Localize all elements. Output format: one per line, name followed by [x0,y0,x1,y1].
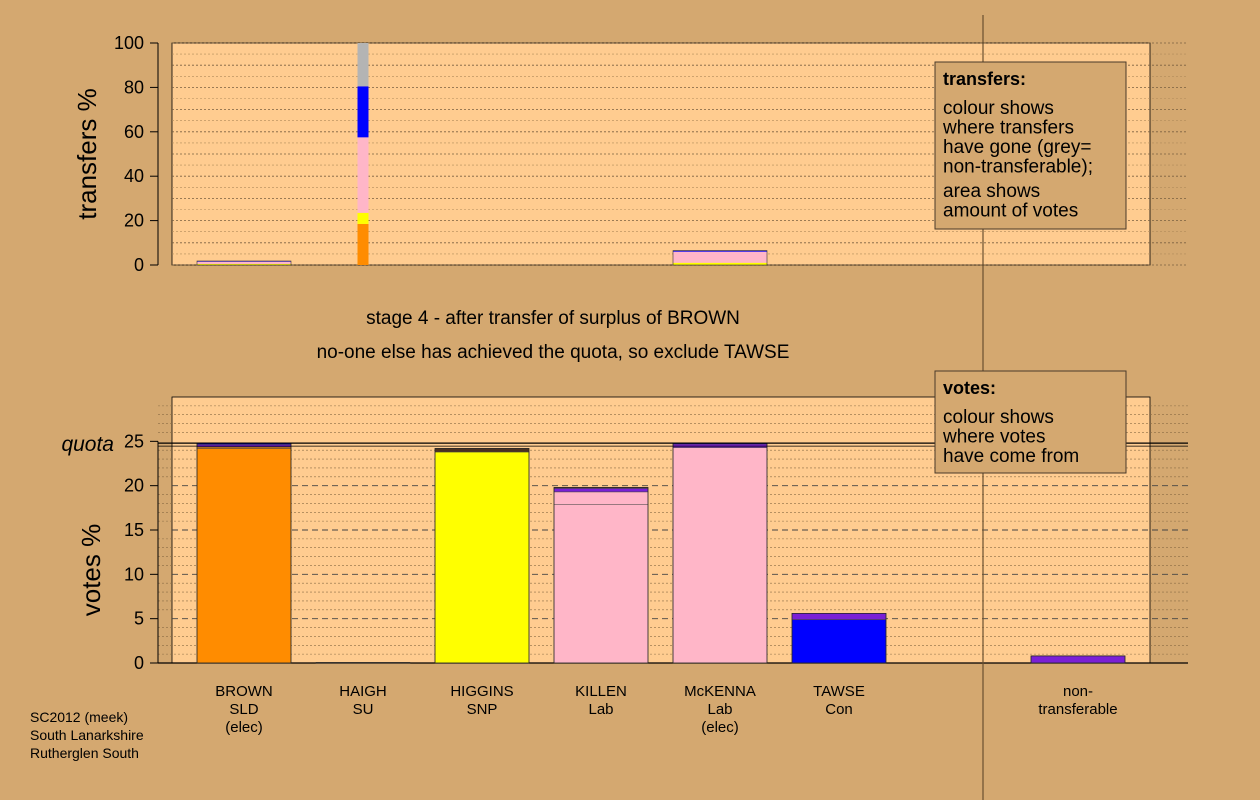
stage-line-1: stage 4 - after transfer of surplus of B… [366,308,740,329]
votes-bar-outline [791,612,887,664]
transfers-tick-label: 0 [134,255,144,275]
footer-line-2: South Lanarkshire [30,727,144,743]
votes-bar-segment [791,619,887,664]
votes-bar-segment [672,447,768,664]
votes-bar-segment [434,448,530,453]
candidate-label: BROWN [215,683,273,700]
legend-box [934,61,1127,230]
votes-bar-outline [553,487,649,664]
legend-line: area shows [943,181,1040,202]
votes-bar-outline [1030,655,1126,664]
quota-label: quota [61,433,114,456]
transfers-bar-outline [196,260,292,266]
legend-line: where votes [942,427,1045,448]
candidate-label: transferable [1038,701,1117,718]
transfers-bar-outline [672,250,768,266]
legend-title: transfers: [943,69,1026,89]
legend-line: colour shows [943,407,1054,428]
transfers-tick-label: 20 [124,211,144,231]
votes-tick-label: 5 [134,609,144,629]
candidate-label: (elec) [701,719,739,736]
transfers-bar-segment [357,43,369,87]
candidate-label: HAIGH [339,683,387,700]
transfers-bar-segment [197,263,291,265]
transfers-tick-label: 40 [124,166,144,186]
legend-line: amount of votes [943,201,1078,222]
legend-box [934,370,1127,474]
candidate-label: (elec) [225,719,263,736]
votes-bar-segment [553,488,649,493]
footer-line-1: SC2012 (meek) [30,709,128,725]
transfers-tick-label: 100 [114,33,144,53]
candidate-label: non- [1063,683,1093,700]
candidate-label: Lab [707,701,732,718]
votes-tick-label: 15 [124,520,144,540]
votes-tick-label: 20 [124,476,144,496]
candidate-label: SNP [467,701,498,718]
votes-y-axis-label: votes % [76,524,106,617]
transfers-bar-segment [357,223,369,265]
candidate-label: Con [825,701,853,718]
transfers-tick-label: 60 [124,122,144,142]
transfers-bar-segment [357,86,369,138]
votes-tick-label: 0 [134,653,144,673]
legend-line: colour shows [943,98,1054,119]
votes-bar-segment [791,613,887,620]
candidate-label: TAWSE [813,683,865,700]
votes-bar-segment [553,504,649,664]
votes-bar-outline [434,448,530,664]
votes-tick-label: 25 [124,431,144,451]
stage-line-2: no-one else has achieved the quota, so e… [317,342,790,363]
transfers-tick-label: 80 [124,77,144,97]
candidate-label: HIGGINS [450,683,513,700]
transfers-bar-segment [197,261,291,264]
candidate-label: SU [353,701,374,718]
candidate-label: SLD [229,701,258,718]
candidate-label: Lab [588,701,613,718]
transfers-bar-segment [357,212,369,224]
votes-bar-segment [553,491,649,505]
footer-line-3: Rutherglen South [30,745,139,761]
transfers-bar-segment [673,251,767,263]
candidate-label: KILLEN [575,683,627,700]
votes-bar-segment [196,448,292,664]
transfers-bar-segment [197,261,291,262]
transfers-bar-segment [673,250,767,252]
transfers-y-axis-label: transfers % [72,88,102,220]
legend-title: votes: [943,378,996,398]
legend-line: where transfers [942,118,1074,139]
legend-line: have gone (grey= [943,137,1091,158]
transfers-bar-segment [673,262,767,265]
votes-bar-segment [434,451,530,664]
votes-tick-label: 10 [124,564,144,584]
candidate-labels: BROWNSLD(elec)HAIGHSUHIGGINSSNPKILLENLab… [215,683,1117,736]
candidate-label: McKENNA [684,683,756,700]
legend-line: have come from [943,446,1079,467]
legend-line: non-transferable); [943,157,1093,178]
votes-bar-segment [1030,655,1126,664]
transfers-bar-segment [357,137,369,213]
